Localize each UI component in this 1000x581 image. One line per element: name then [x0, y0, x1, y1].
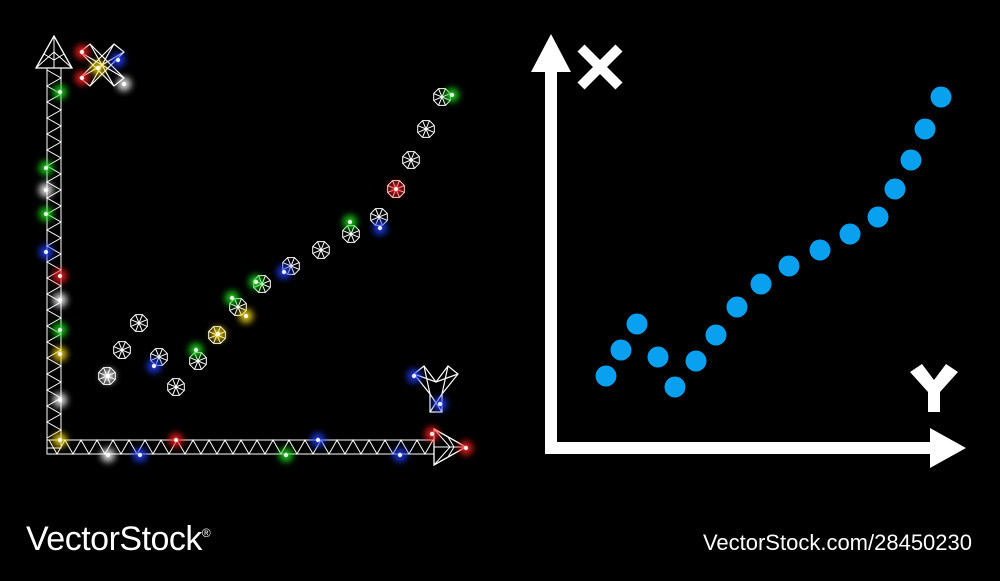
glow-spark [75, 71, 89, 85]
vertical-axis [531, 34, 571, 454]
glow-spark [53, 347, 67, 361]
x-letter-icon [577, 44, 623, 90]
glow-spark [169, 433, 183, 447]
mesh-point [312, 241, 330, 259]
flat-point [930, 86, 952, 108]
glow-spark [39, 207, 53, 221]
horizontal-axis-mesh [46, 427, 468, 467]
flat-point [647, 346, 669, 368]
flat-point [839, 223, 861, 245]
glow-spark [53, 393, 67, 407]
glow-spark [91, 61, 105, 75]
flat-point [705, 324, 727, 346]
horizontal-axis [545, 428, 966, 468]
glow-spark [389, 182, 403, 196]
flat-scatter-plot-icon [531, 34, 966, 468]
mesh-point [282, 257, 300, 275]
glow-spark [277, 265, 291, 279]
glow-spark [101, 369, 115, 383]
glow-spark [433, 397, 447, 411]
mesh-point [167, 378, 185, 396]
mesh-data-points [98, 88, 451, 396]
glow-spark [39, 183, 53, 197]
flat-point [626, 313, 648, 335]
glow-spark [53, 323, 67, 337]
glow-spark [101, 448, 115, 462]
glow-spark [249, 275, 263, 289]
glow-spark [39, 161, 53, 175]
glow-spark [407, 369, 421, 383]
glow-spark [425, 427, 439, 441]
glow-spark [53, 85, 67, 99]
glow-spark [211, 327, 225, 341]
mesh-point [402, 151, 420, 169]
registered-mark: ® [201, 526, 211, 540]
mesh-point [130, 314, 148, 332]
brand-name: VectorStock [26, 520, 202, 558]
glow-spark [53, 269, 67, 283]
glow-spark [111, 53, 125, 67]
glow-spark [279, 448, 293, 462]
glow-spark [75, 45, 89, 59]
mesh-point [370, 208, 388, 226]
glow-spark [189, 343, 203, 357]
mesh-scatter-plot-icon [34, 34, 473, 467]
flat-point [595, 365, 617, 387]
vectorstock-logo: VectorStock® [26, 520, 211, 559]
vertical-axis-mesh [34, 34, 74, 449]
glow-spark [373, 221, 387, 235]
glow-spark [147, 359, 161, 373]
flat-point [664, 376, 686, 398]
glow-sparks [39, 45, 473, 462]
glow-spark [225, 291, 239, 305]
glow-spark [39, 245, 53, 259]
stock-image-url: VectorStock.com/28450230 [702, 530, 972, 555]
flat-point [884, 178, 906, 200]
flat-point [809, 239, 831, 261]
glow-spark [311, 433, 325, 447]
glow-spark [53, 293, 67, 307]
glow-spark [117, 77, 131, 91]
flat-data-points [595, 86, 952, 398]
mesh-point [417, 120, 435, 138]
glow-spark [53, 433, 67, 447]
glow-spark [445, 88, 459, 102]
flat-point [778, 255, 800, 277]
flat-point [900, 149, 922, 171]
glow-spark [393, 448, 407, 462]
glow-spark [343, 215, 357, 229]
y-letter-icon [910, 364, 958, 412]
flat-point [726, 296, 748, 318]
flat-point [867, 206, 889, 228]
flat-point [914, 118, 936, 140]
glow-spark [239, 309, 253, 323]
glow-spark [459, 441, 473, 455]
flat-point [685, 350, 707, 372]
mesh-point [113, 341, 131, 359]
glow-spark [133, 448, 147, 462]
flat-point [750, 273, 772, 295]
flat-point [610, 339, 632, 361]
